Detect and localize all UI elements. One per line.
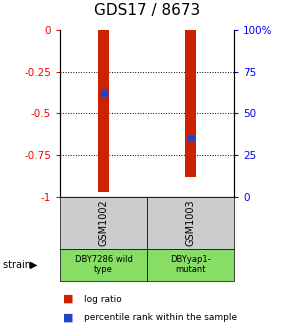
Text: strain: strain — [3, 260, 34, 269]
Bar — [185, 30, 196, 177]
Text: ■: ■ — [63, 312, 74, 323]
Text: DBY7286 wild
type: DBY7286 wild type — [75, 255, 132, 274]
Text: GSM1003: GSM1003 — [185, 199, 196, 246]
Text: GDS17 / 8673: GDS17 / 8673 — [94, 3, 200, 18]
Text: DBYyap1-
mutant: DBYyap1- mutant — [170, 255, 211, 274]
Text: ■: ■ — [63, 294, 74, 304]
Text: ▶: ▶ — [30, 260, 38, 269]
Text: percentile rank within the sample: percentile rank within the sample — [84, 313, 237, 322]
Text: GSM1002: GSM1002 — [98, 199, 109, 246]
Bar — [98, 30, 109, 192]
Text: log ratio: log ratio — [84, 295, 122, 303]
